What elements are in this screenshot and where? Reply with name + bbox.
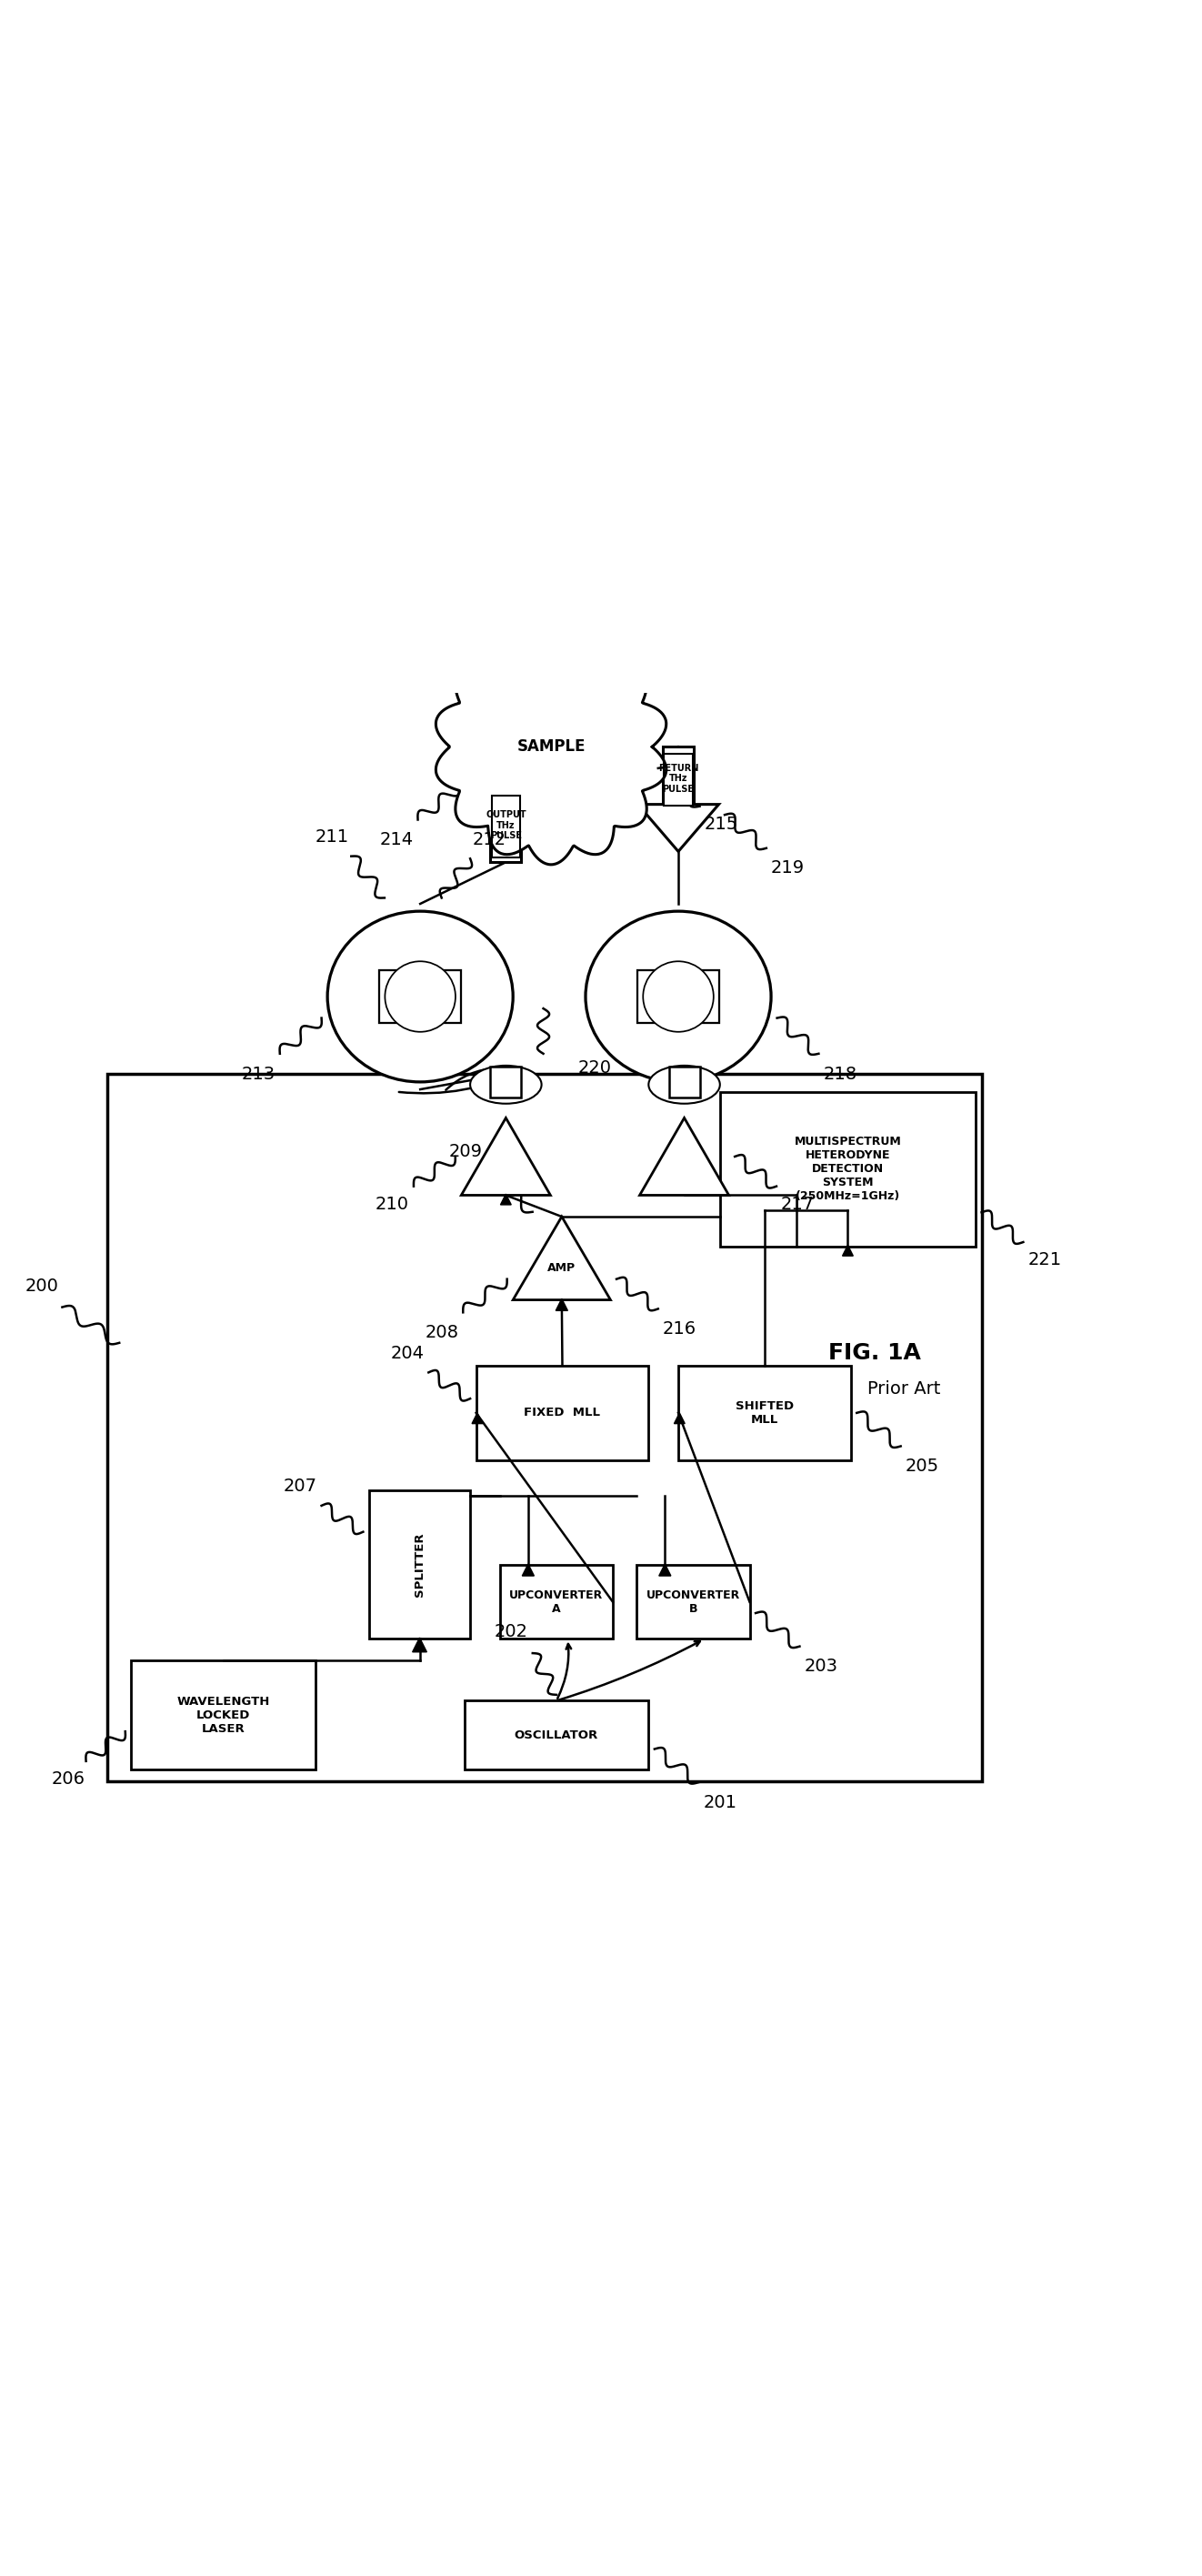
Bar: [637, 1566, 750, 1638]
Polygon shape: [436, 629, 666, 866]
Ellipse shape: [470, 1066, 542, 1103]
Text: 202: 202: [494, 1623, 528, 1641]
Bar: [678, 1365, 851, 1461]
Polygon shape: [674, 1412, 685, 1425]
Text: 215: 215: [704, 817, 738, 832]
Bar: [131, 1662, 316, 1770]
Bar: [380, 971, 462, 1023]
Text: 200: 200: [25, 1278, 59, 1293]
Text: 208: 208: [424, 1324, 458, 1342]
Bar: [107, 1074, 982, 1783]
Polygon shape: [465, 744, 546, 799]
Polygon shape: [500, 1195, 511, 1206]
Ellipse shape: [649, 1066, 720, 1103]
Text: AMP: AMP: [548, 1262, 576, 1275]
Text: SHIFTED
MLL: SHIFTED MLL: [736, 1401, 793, 1425]
Text: UPCONVERTER
A: UPCONVERTER A: [510, 1589, 603, 1615]
Text: 220: 220: [578, 1059, 612, 1077]
Text: SAMPLE: SAMPLE: [517, 739, 585, 755]
Text: SPLITTER: SPLITTER: [413, 1533, 426, 1597]
Polygon shape: [472, 1412, 483, 1425]
Circle shape: [657, 976, 698, 1018]
Bar: [668, 1066, 700, 1097]
Bar: [665, 755, 692, 806]
Text: 221: 221: [1028, 1252, 1061, 1267]
Bar: [464, 1700, 649, 1770]
Text: 204: 204: [391, 1345, 424, 1363]
Text: 203: 203: [804, 1659, 838, 1674]
Text: OUTPUT
THz
PULSE: OUTPUT THz PULSE: [486, 811, 526, 840]
Polygon shape: [462, 1118, 551, 1195]
Text: MULTISPECTRUM
HETERODYNE
DETECTION
SYSTEM
(250MHz=1GHz): MULTISPECTRUM HETERODYNE DETECTION SYSTE…: [795, 1136, 902, 1203]
Text: Prior Art: Prior Art: [868, 1381, 941, 1399]
Polygon shape: [843, 1244, 853, 1257]
Text: 205: 205: [905, 1458, 939, 1476]
Bar: [369, 1489, 470, 1638]
Polygon shape: [659, 1564, 671, 1577]
Polygon shape: [639, 1118, 728, 1195]
Polygon shape: [513, 1216, 611, 1301]
Bar: [664, 747, 694, 804]
Circle shape: [411, 987, 429, 1005]
Text: 212: 212: [472, 832, 506, 848]
Text: 210: 210: [375, 1195, 409, 1213]
Text: WAVELENGTH
LOCKED
LASER: WAVELENGTH LOCKED LASER: [177, 1695, 270, 1734]
Text: 217: 217: [781, 1195, 815, 1213]
Bar: [490, 799, 522, 863]
Text: 207: 207: [284, 1479, 317, 1494]
Circle shape: [400, 976, 441, 1018]
Polygon shape: [412, 1638, 427, 1651]
Text: FIXED  MLL: FIXED MLL: [524, 1406, 601, 1419]
Bar: [476, 1365, 649, 1461]
Bar: [637, 971, 719, 1023]
Polygon shape: [555, 1298, 567, 1311]
Ellipse shape: [585, 912, 770, 1082]
Ellipse shape: [327, 912, 513, 1082]
Circle shape: [643, 961, 714, 1033]
Text: 209: 209: [450, 1144, 483, 1159]
Text: 211: 211: [315, 829, 349, 845]
Bar: [720, 1092, 976, 1247]
Text: 213: 213: [242, 1066, 275, 1082]
Circle shape: [385, 961, 456, 1033]
Bar: [500, 1566, 613, 1638]
Text: 216: 216: [662, 1321, 696, 1337]
Text: RETURN
THz
PULSE: RETURN THz PULSE: [659, 762, 698, 793]
Text: OSCILLATOR: OSCILLATOR: [514, 1728, 599, 1741]
Text: UPCONVERTER
B: UPCONVERTER B: [647, 1589, 740, 1615]
Bar: [492, 796, 520, 858]
Bar: [490, 1066, 522, 1097]
Text: 201: 201: [703, 1793, 737, 1811]
Text: 219: 219: [770, 860, 804, 876]
Polygon shape: [638, 804, 719, 853]
Circle shape: [670, 987, 688, 1005]
Polygon shape: [522, 1564, 534, 1577]
Text: 218: 218: [823, 1066, 857, 1082]
Text: 206: 206: [52, 1770, 85, 1788]
Text: 214: 214: [380, 832, 413, 848]
Text: FIG. 1A: FIG. 1A: [828, 1342, 921, 1365]
